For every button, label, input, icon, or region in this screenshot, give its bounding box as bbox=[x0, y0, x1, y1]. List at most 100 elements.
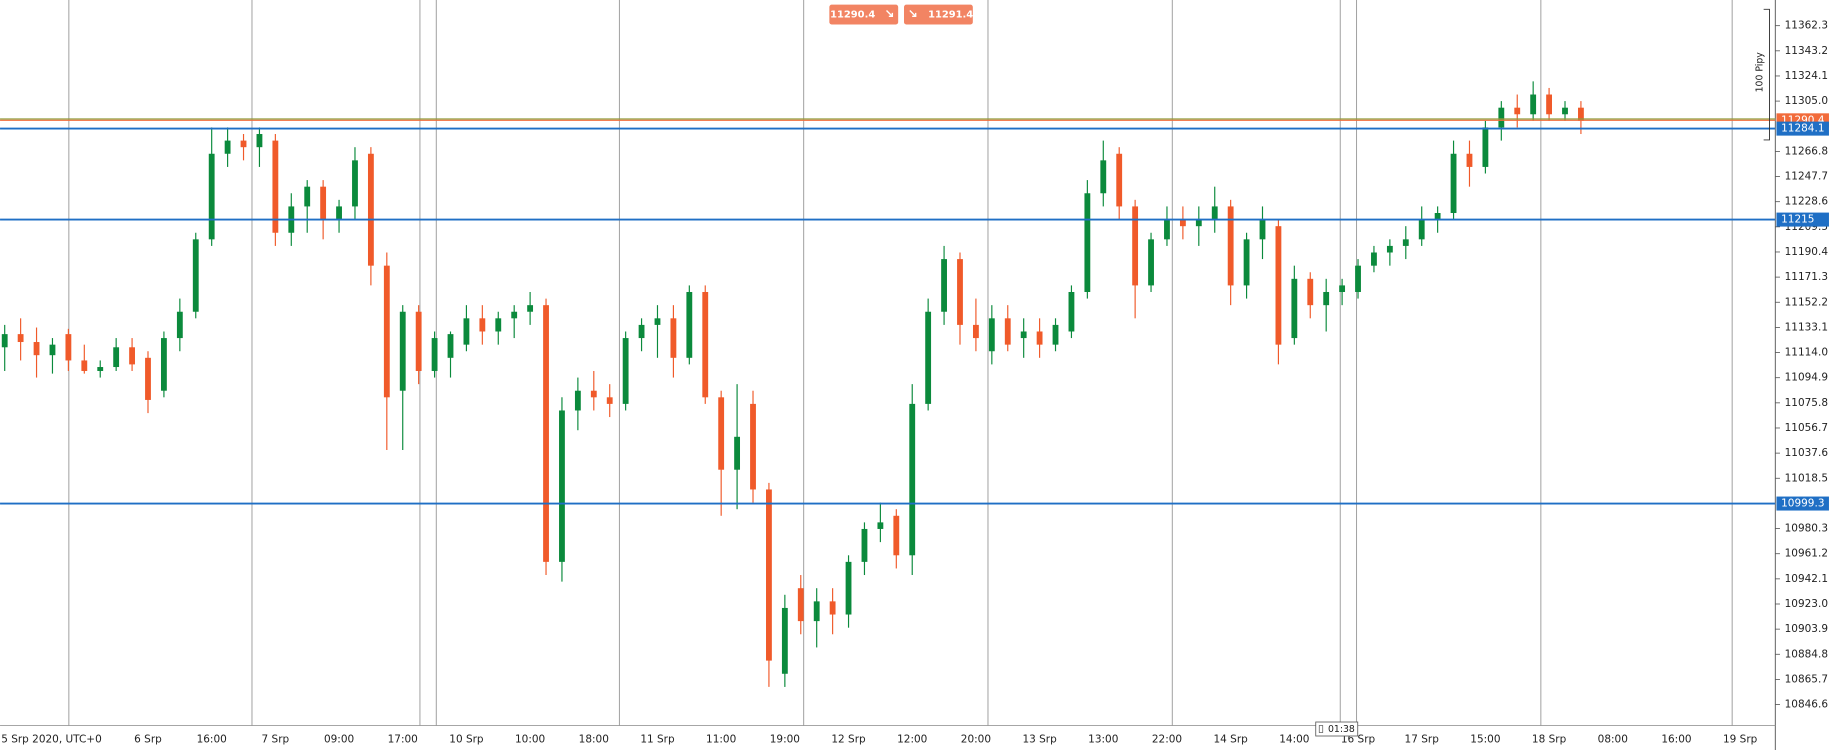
y-tick-label: 10903.9 bbox=[1785, 623, 1828, 635]
scale-label: 100 Pipy bbox=[1755, 52, 1766, 93]
y-tick-label: 11075.8 bbox=[1785, 397, 1828, 409]
candle-body bbox=[367, 153, 374, 266]
x-tick-label: 12:00 bbox=[897, 734, 927, 746]
candle-body bbox=[766, 489, 772, 661]
candle-body bbox=[1402, 239, 1409, 246]
candle-body bbox=[97, 367, 104, 371]
candle-body bbox=[797, 588, 804, 622]
level-label: 10999.3 bbox=[1781, 498, 1824, 510]
candle-body bbox=[1, 334, 8, 348]
candle-body bbox=[511, 311, 518, 319]
ask-button[interactable] bbox=[904, 4, 973, 25]
candle-body bbox=[1386, 245, 1393, 253]
candle-body bbox=[1562, 107, 1568, 115]
x-tick-label: 09:00 bbox=[324, 734, 354, 746]
candle-body bbox=[145, 357, 151, 400]
x-tick-label: 19:00 bbox=[770, 734, 800, 746]
level-box bbox=[1776, 121, 1829, 136]
candle-body bbox=[304, 186, 311, 207]
candle-body bbox=[574, 390, 581, 411]
candle-body bbox=[415, 311, 422, 371]
candle-body bbox=[1259, 219, 1266, 240]
candle-body bbox=[718, 397, 725, 470]
candle-body bbox=[1578, 107, 1584, 121]
candle-body bbox=[1450, 153, 1457, 214]
candle-body bbox=[590, 390, 597, 398]
candle-body bbox=[463, 318, 470, 345]
x-tick-label: 13 Srp bbox=[1022, 734, 1057, 746]
y-tick-label: 11171.3 bbox=[1785, 271, 1828, 283]
x-tick-label: 17:00 bbox=[388, 734, 418, 746]
candle-body bbox=[33, 342, 40, 356]
candle-body bbox=[431, 338, 438, 371]
x-tick-label: 18 Srp bbox=[1532, 734, 1567, 746]
candle-body bbox=[909, 403, 916, 556]
y-tick-label: 11266.8 bbox=[1785, 145, 1828, 157]
y-tick-label: 11133.1 bbox=[1785, 321, 1828, 333]
candle-body bbox=[1132, 206, 1139, 286]
x-tick-label: 19 Srp bbox=[1723, 734, 1758, 746]
candle-body bbox=[813, 601, 820, 622]
y-tick-label: 11343.2 bbox=[1785, 45, 1828, 57]
candle-body bbox=[192, 239, 199, 312]
candle-body bbox=[399, 311, 406, 391]
candle-body bbox=[734, 436, 741, 470]
candle-body bbox=[256, 134, 263, 148]
candle-body bbox=[1100, 160, 1107, 194]
y-tick-label: 10865.7 bbox=[1785, 673, 1828, 685]
x-tick-label: 10:00 bbox=[515, 734, 545, 746]
scale-bracket bbox=[1763, 8, 1770, 141]
level-box bbox=[1776, 212, 1829, 227]
x-tick-label: 14 Srp bbox=[1214, 734, 1249, 746]
y-tick-label: 11305.0 bbox=[1785, 95, 1828, 107]
candle-body bbox=[1195, 219, 1202, 227]
y-tick-label: 11324.1 bbox=[1785, 70, 1828, 82]
overlay: 11290.4 11291.4 100 Pipy 01:38 bbox=[829, 4, 1770, 737]
candle-body bbox=[845, 561, 852, 615]
x-tick-label: 10 Srp bbox=[449, 734, 484, 746]
level-box bbox=[1776, 496, 1829, 511]
ask-price[interactable]: 11291.4 bbox=[928, 10, 973, 21]
candle-body bbox=[861, 528, 868, 562]
candle-body bbox=[988, 318, 995, 352]
x-tick-label: 18:00 bbox=[579, 734, 609, 746]
y-tick-label: 11056.7 bbox=[1785, 422, 1828, 434]
candle-body bbox=[383, 265, 390, 398]
level-label: 11284.1 bbox=[1781, 123, 1824, 135]
candle-body bbox=[17, 334, 24, 343]
candle-body bbox=[1084, 193, 1091, 292]
candle-body bbox=[176, 311, 183, 339]
y-tick-label: 10846.6 bbox=[1785, 699, 1829, 711]
x-tick-label: 17 Srp bbox=[1405, 734, 1440, 746]
x-tick-label: 16:00 bbox=[197, 734, 227, 746]
candle-body bbox=[1020, 331, 1027, 339]
candle-body bbox=[941, 259, 947, 312]
candle-body bbox=[1179, 219, 1186, 227]
x-tick-label: 5 Srp 2020, UTC+0 bbox=[1, 734, 102, 746]
y-tick-label: 11094.9 bbox=[1785, 372, 1828, 384]
candle-body bbox=[638, 324, 645, 339]
candle-body bbox=[336, 206, 342, 220]
candle-body bbox=[622, 338, 629, 404]
candle-body bbox=[495, 318, 502, 332]
candle-body bbox=[81, 360, 88, 371]
y-tick-label: 11362.3 bbox=[1785, 20, 1828, 32]
day-separators bbox=[68, 0, 1733, 726]
x-tick-label: 22:00 bbox=[1152, 734, 1182, 746]
candle-body bbox=[925, 311, 932, 404]
candle-body bbox=[1498, 107, 1505, 128]
candle-body bbox=[320, 186, 327, 220]
candle-body bbox=[1530, 94, 1537, 115]
candle-body bbox=[1307, 278, 1314, 306]
candle-body bbox=[1323, 291, 1330, 306]
candle-body bbox=[1339, 285, 1346, 292]
candle-body bbox=[829, 601, 836, 615]
candle-body bbox=[1052, 324, 1059, 345]
bid-price[interactable]: 11290.4 bbox=[830, 10, 875, 21]
candle-body bbox=[1291, 278, 1298, 339]
x-tick-label: 11 Srp bbox=[640, 734, 675, 746]
bid-button[interactable] bbox=[829, 4, 899, 25]
candle-body bbox=[224, 140, 231, 154]
candle-body bbox=[1514, 107, 1521, 115]
